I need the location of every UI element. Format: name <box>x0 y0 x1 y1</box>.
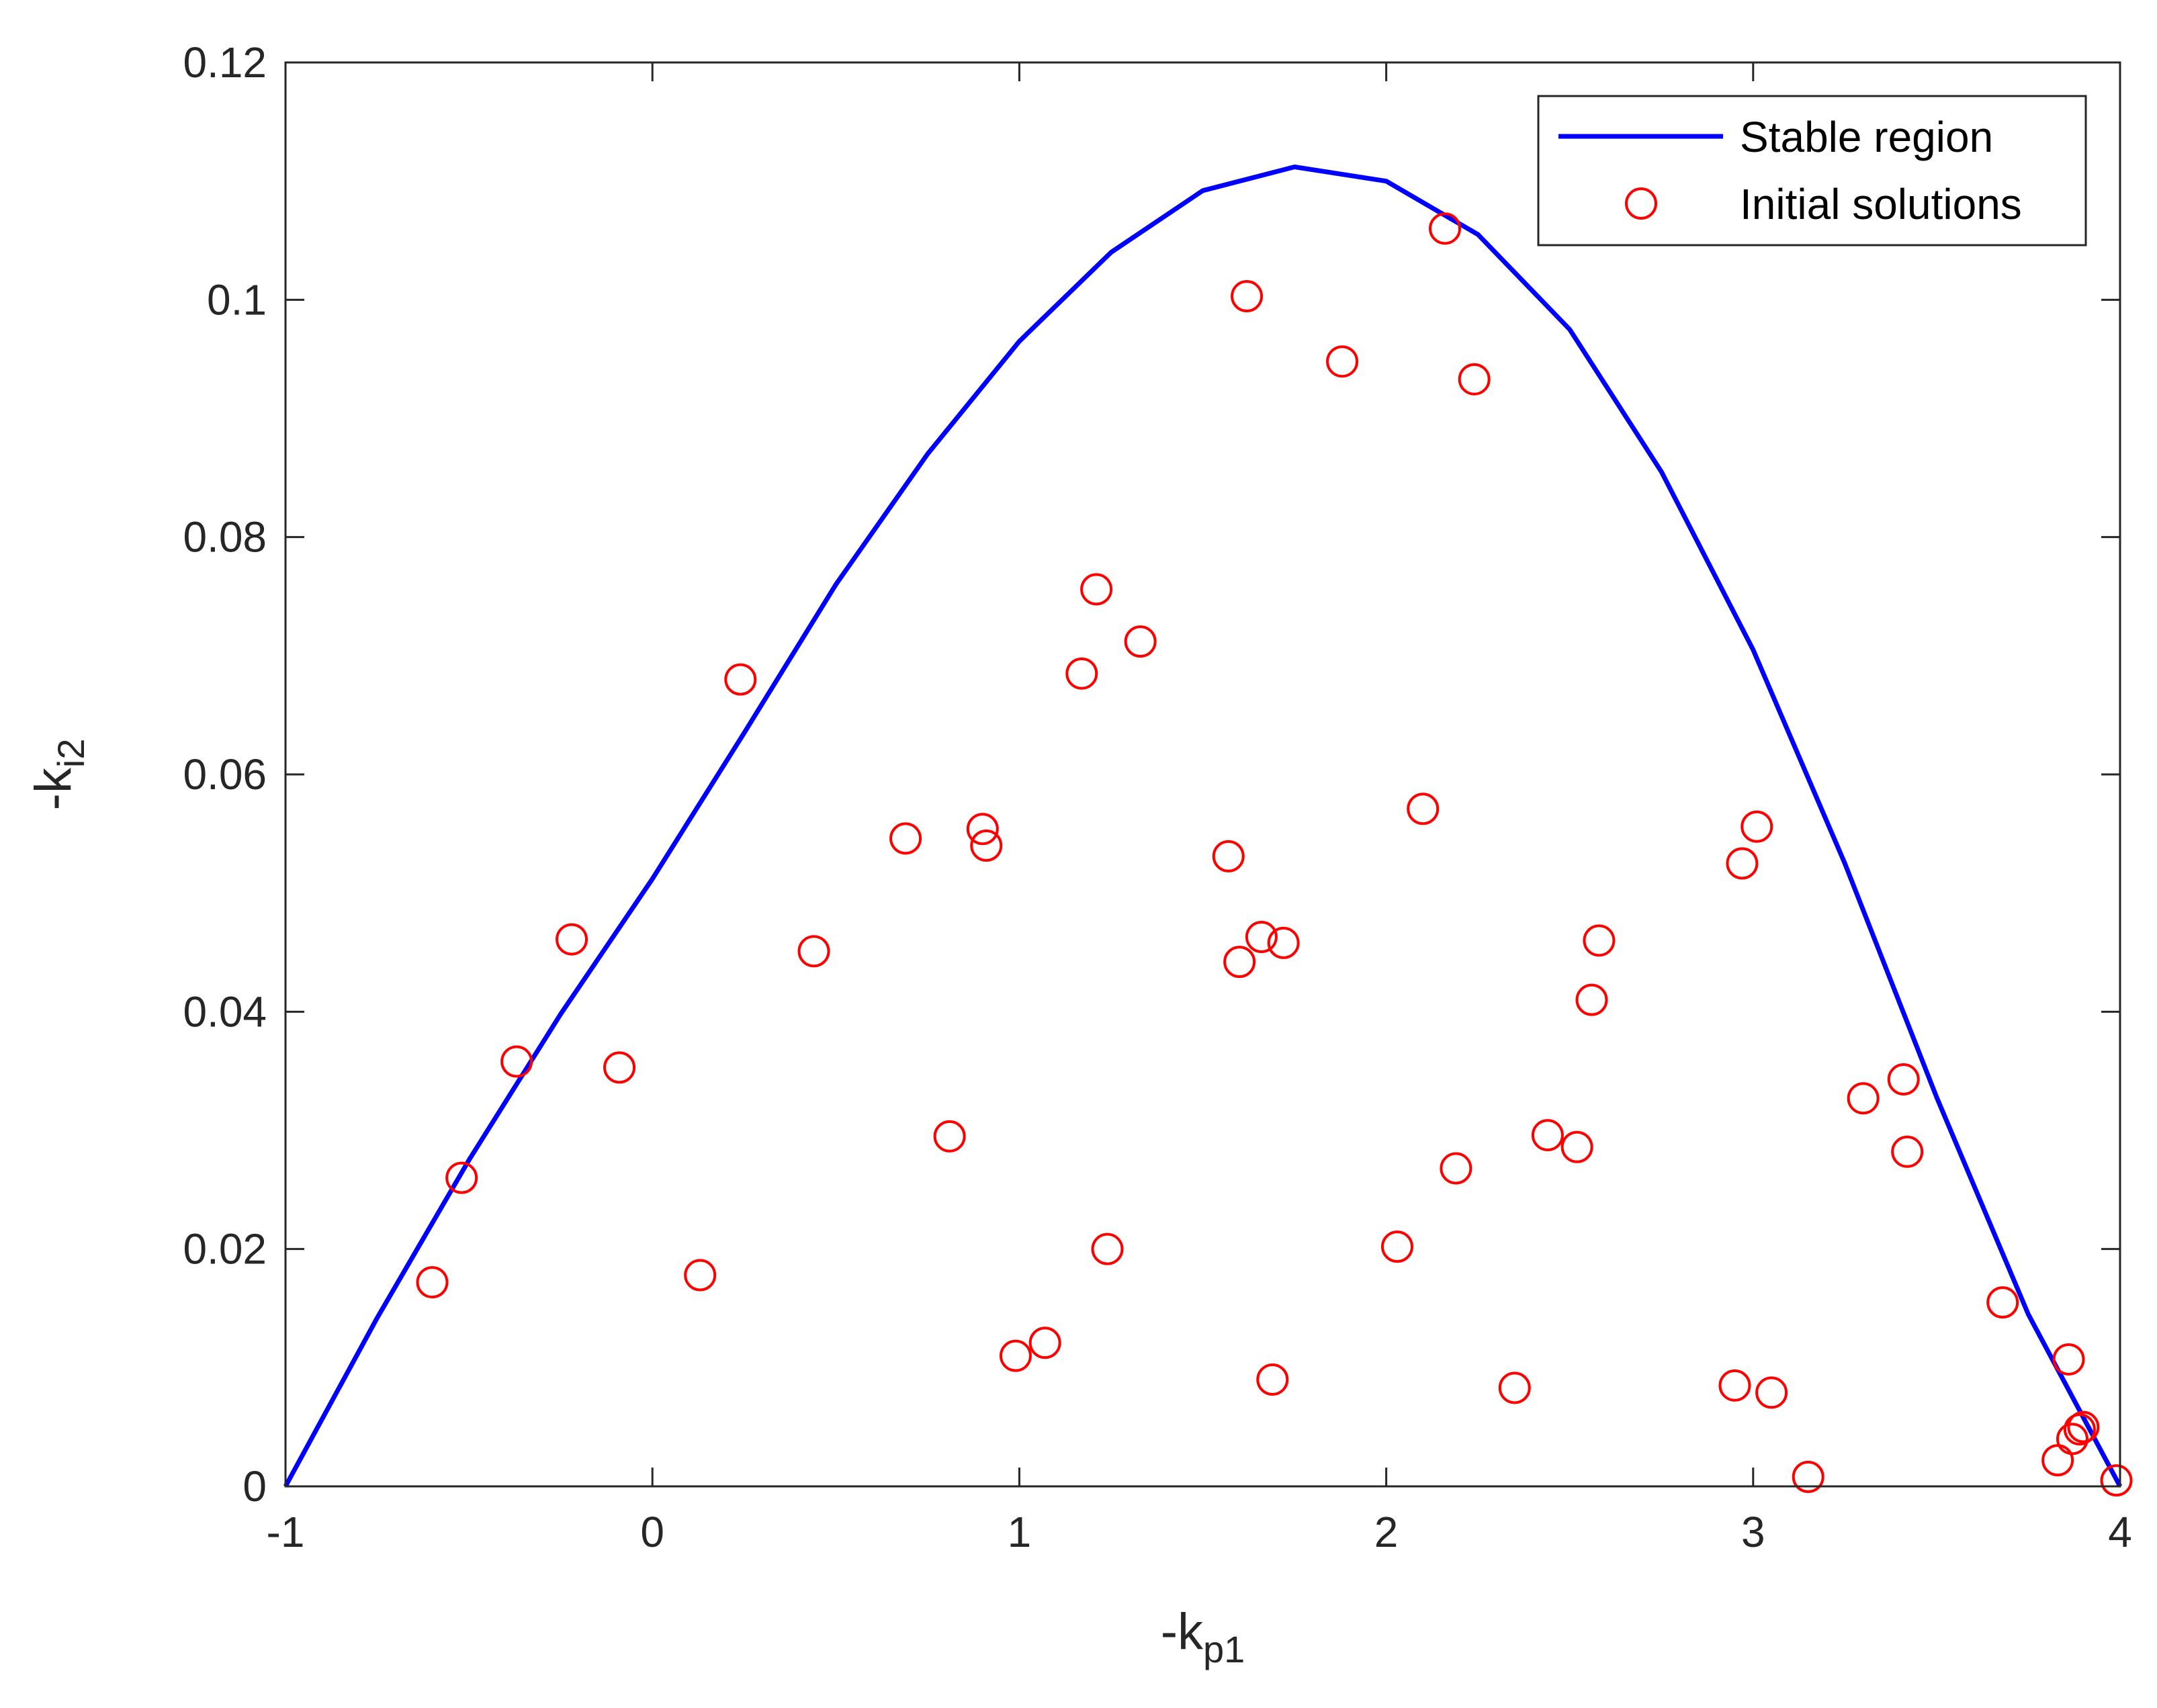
initial-solution-point <box>724 663 757 696</box>
x-tick-label: -1 <box>267 1508 305 1556</box>
initial-solution-point <box>1726 847 1759 880</box>
x-tick-label: 4 <box>2108 1508 2132 1556</box>
y-tick-label: 0.04 <box>183 987 267 1036</box>
initial-solution-point <box>1091 1232 1124 1265</box>
legend: Stable region Initial solutions <box>1537 95 2087 246</box>
initial-solution-point <box>1718 1369 1751 1402</box>
initial-solution-point <box>889 822 922 855</box>
initial-solution-point <box>1428 212 1461 245</box>
initial-solution-point <box>1755 1376 1788 1409</box>
initial-solution-point <box>1267 926 1300 959</box>
initial-solution-point <box>1531 1119 1564 1152</box>
initial-solution-point <box>1986 1286 2019 1319</box>
initial-solution-point <box>1575 983 1608 1016</box>
plot-area <box>283 165 2133 1497</box>
initial-solution-point <box>1847 1082 1880 1115</box>
initial-solution-point <box>966 813 999 846</box>
initial-solution-point <box>500 1045 533 1078</box>
y-axis-title-sub: i2 <box>50 739 92 768</box>
initial-solution-point <box>1245 921 1278 954</box>
initial-solution-point <box>2056 1423 2088 1455</box>
y-tick-label: 0.08 <box>183 513 267 561</box>
initial-solution-point <box>603 1051 636 1084</box>
initial-solution-point <box>1326 345 1359 378</box>
initial-solution-point <box>1256 1363 1289 1396</box>
y-tick-label: 0.06 <box>183 750 267 799</box>
legend-box <box>1537 95 2087 246</box>
initial-solution-point <box>1560 1130 1593 1163</box>
x-axis-title: -kp1 <box>1161 1603 1245 1670</box>
initial-solution-point <box>999 1339 1032 1372</box>
initial-solution-point <box>2100 1464 2133 1497</box>
initial-solution-point <box>1887 1063 1920 1096</box>
legend-label-stable-region: Stable region <box>1740 113 1993 161</box>
initial-solution-point <box>933 1120 966 1153</box>
initial-solution-point <box>797 935 830 968</box>
legend-circle-marker <box>1625 187 1657 220</box>
y-axis-title: -ki2 <box>25 739 92 811</box>
x-tick-label: 3 <box>1741 1508 1765 1556</box>
y-tick-label: 0.02 <box>183 1225 267 1273</box>
initial-solution-point <box>1212 840 1245 872</box>
y-tick-label: 0.12 <box>183 38 267 87</box>
initial-solution-point <box>684 1259 717 1292</box>
axes: -1 0 1 2 3 400.020.040.060.080.10.12 <box>183 38 2131 1556</box>
initial-solution-point <box>1380 1230 1413 1263</box>
y-tick-label: 0 <box>243 1462 267 1511</box>
initial-solution-point <box>556 923 588 956</box>
initial-solution-point <box>1231 280 1264 313</box>
x-tick-label: 0 <box>640 1508 664 1556</box>
initial-solution-point <box>2052 1343 2085 1376</box>
initial-solution-point <box>1065 657 1098 690</box>
x-tick-label: 1 <box>1008 1508 1032 1556</box>
x-tick-label: 2 <box>1374 1508 1399 1556</box>
initial-solution-point <box>2067 1410 2100 1443</box>
initial-solution-point <box>1407 793 1440 825</box>
legend-label-initial-solutions: Initial solutions <box>1740 180 2022 228</box>
initial-solution-point <box>1891 1135 1924 1168</box>
initial-solution-point <box>445 1161 478 1194</box>
stable-region-line <box>283 165 2123 1488</box>
initial-solution-point <box>970 829 1003 862</box>
initial-solution-point <box>1080 573 1113 606</box>
x-axis-title-main: -k <box>1161 1603 1204 1660</box>
x-axis-title-sub: p1 <box>1203 1628 1245 1670</box>
y-axis-title-main: -k <box>25 767 82 810</box>
initial-solution-point <box>1458 363 1491 396</box>
initial-solution-point <box>1741 810 1773 843</box>
initial-solution-point <box>1792 1460 1824 1493</box>
y-tick-label: 0.1 <box>207 275 267 324</box>
initial-solution-point <box>2063 1413 2096 1446</box>
initial-solution-point <box>1583 924 1616 957</box>
initial-solution-point <box>416 1266 449 1299</box>
initial-solution-point <box>1498 1372 1531 1404</box>
initial-solution-point <box>1440 1152 1472 1185</box>
initial-solution-point <box>1028 1327 1061 1359</box>
initial-solution-point <box>1223 946 1256 979</box>
initial-solution-point <box>1124 625 1157 658</box>
